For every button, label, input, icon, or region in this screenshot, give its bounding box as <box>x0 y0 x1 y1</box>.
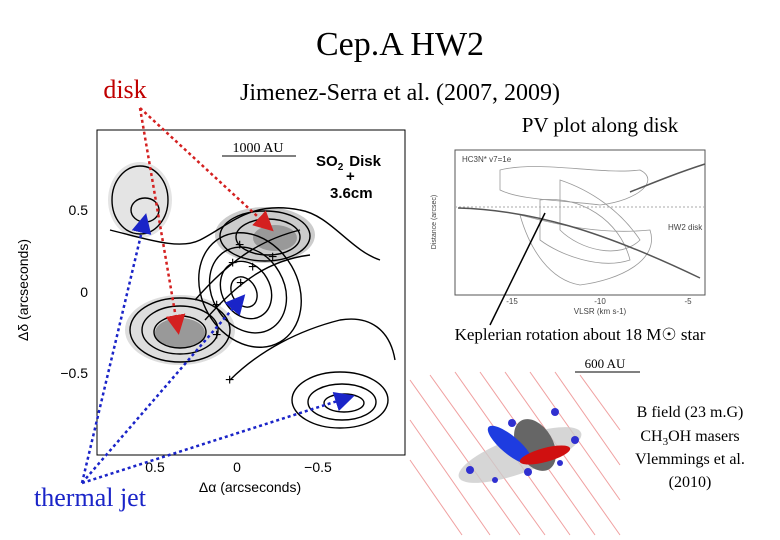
pv-x-label: VLSR (km s-1) <box>574 307 627 316</box>
decoration <box>409 459 463 536</box>
decoration <box>198 232 302 348</box>
caption-part: CH <box>640 428 663 445</box>
pv-x-tick: -5 <box>684 297 692 306</box>
decoration: + <box>212 327 221 344</box>
pv-disk-label: HW2 disk <box>668 223 703 232</box>
caption-line: Vlemmings et al. <box>635 451 745 468</box>
y-tick-label: 0 <box>80 284 88 300</box>
decoration <box>409 419 491 536</box>
decoration: + <box>228 255 237 272</box>
legend-sub: 2 <box>338 162 344 173</box>
x-tick-label: 0.5 <box>145 459 165 475</box>
decoration <box>291 371 389 429</box>
decoration <box>539 198 631 264</box>
decoration: + <box>225 372 234 389</box>
decoration <box>307 383 377 421</box>
pv-line-label: HC3N* v7=1e <box>462 155 512 164</box>
decoration <box>508 419 516 427</box>
scale-600: 600 AU <box>585 356 626 371</box>
reference: Jimenez-Serra et al. (2007, 2009) <box>240 80 560 106</box>
decoration: + <box>268 249 277 266</box>
decoration <box>409 379 521 536</box>
pv-y-label: Distance (arcsec) <box>431 195 438 249</box>
pv-caption: PV plot along disk <box>522 113 679 137</box>
title: Cep.A HW2 <box>316 26 484 63</box>
decoration <box>141 305 219 355</box>
decoration: + <box>248 259 257 276</box>
decoration <box>557 460 563 466</box>
pv-curve <box>457 207 701 279</box>
arrows <box>80 107 355 485</box>
decoration <box>571 436 579 444</box>
scale-bar: 1000 AU <box>233 141 284 156</box>
decoration <box>109 207 381 261</box>
y-tick-label: −0.5 <box>60 365 88 381</box>
contour-map: ++ ++++++ 1000 AU SO2 Disk + 3.6cm 0.5 0 −… <box>15 129 406 495</box>
pv-x-tick: -10 <box>594 297 606 306</box>
keplerian-pointer <box>489 212 546 326</box>
pv-curve <box>629 163 706 193</box>
maser-caption: B field (23 m.G) CH3OH masers Vlemmings … <box>635 404 745 491</box>
decoration: 0.5 0 −0.5 Δα (arcseconds) Δδ (arcsecond… <box>15 239 332 495</box>
red-lobe <box>519 445 571 465</box>
legend-plus: + <box>346 168 355 185</box>
pv-frame <box>454 149 706 296</box>
caption-line: (2010) <box>669 474 712 491</box>
thermal-jet-label: thermal jet <box>34 483 147 512</box>
jet-arrow <box>81 392 355 485</box>
disk-arrow <box>138 107 186 335</box>
legend-disk: Disk <box>349 153 381 170</box>
y-tick-label: 0.5 <box>69 202 89 218</box>
decoration <box>579 374 621 431</box>
crosses: ++ ++++++ <box>212 237 277 389</box>
decoration: + <box>236 275 245 292</box>
decoration <box>551 408 559 416</box>
y-axis-label: Δδ (arcseconds) <box>15 239 31 341</box>
pv-contours <box>499 166 652 286</box>
pv-x-tick: -15 <box>506 297 518 306</box>
caption-line: B field (23 m.G) <box>637 404 744 421</box>
decoration <box>554 371 621 466</box>
pv-plot: HC3N* v7=1e HW2 disk Distance (arcsec) -… <box>431 149 706 316</box>
decoration: + <box>235 237 244 254</box>
caption-sub: 3 <box>663 436 669 448</box>
shade <box>108 162 172 238</box>
legend-so2: SO2 Disk <box>316 153 382 173</box>
decoration: 0.5 0 −0.5 <box>60 202 88 381</box>
decoration <box>492 477 498 483</box>
decoration <box>499 166 649 206</box>
maser-dots <box>466 408 579 483</box>
decoration <box>194 229 311 321</box>
x-tick-label: 0 <box>233 459 241 475</box>
disk-label: disk <box>103 75 146 104</box>
keplerian-label: Keplerian rotation about 18 M☉ star <box>455 325 706 344</box>
caption-part: OH masers <box>668 428 740 445</box>
legend-so: SO <box>316 153 338 170</box>
jet-arrow <box>81 294 246 484</box>
decoration: -15 -10 -5 VLSR (km s-1) <box>506 297 692 316</box>
x-tick-label: −0.5 <box>304 459 332 475</box>
decoration <box>466 466 474 474</box>
decoration <box>129 297 231 363</box>
x-axis-label: Δα (arcseconds) <box>199 479 301 495</box>
decoration <box>524 468 532 476</box>
decoration <box>559 179 641 252</box>
decoration <box>519 214 652 286</box>
caption-line: CH3OH masers <box>640 428 739 448</box>
decoration: + <box>212 297 221 314</box>
decoration <box>229 318 396 381</box>
blue-lobe <box>487 425 533 465</box>
legend-cm: 3.6cm <box>330 185 373 202</box>
maser-model: 600 AU <box>409 356 640 536</box>
